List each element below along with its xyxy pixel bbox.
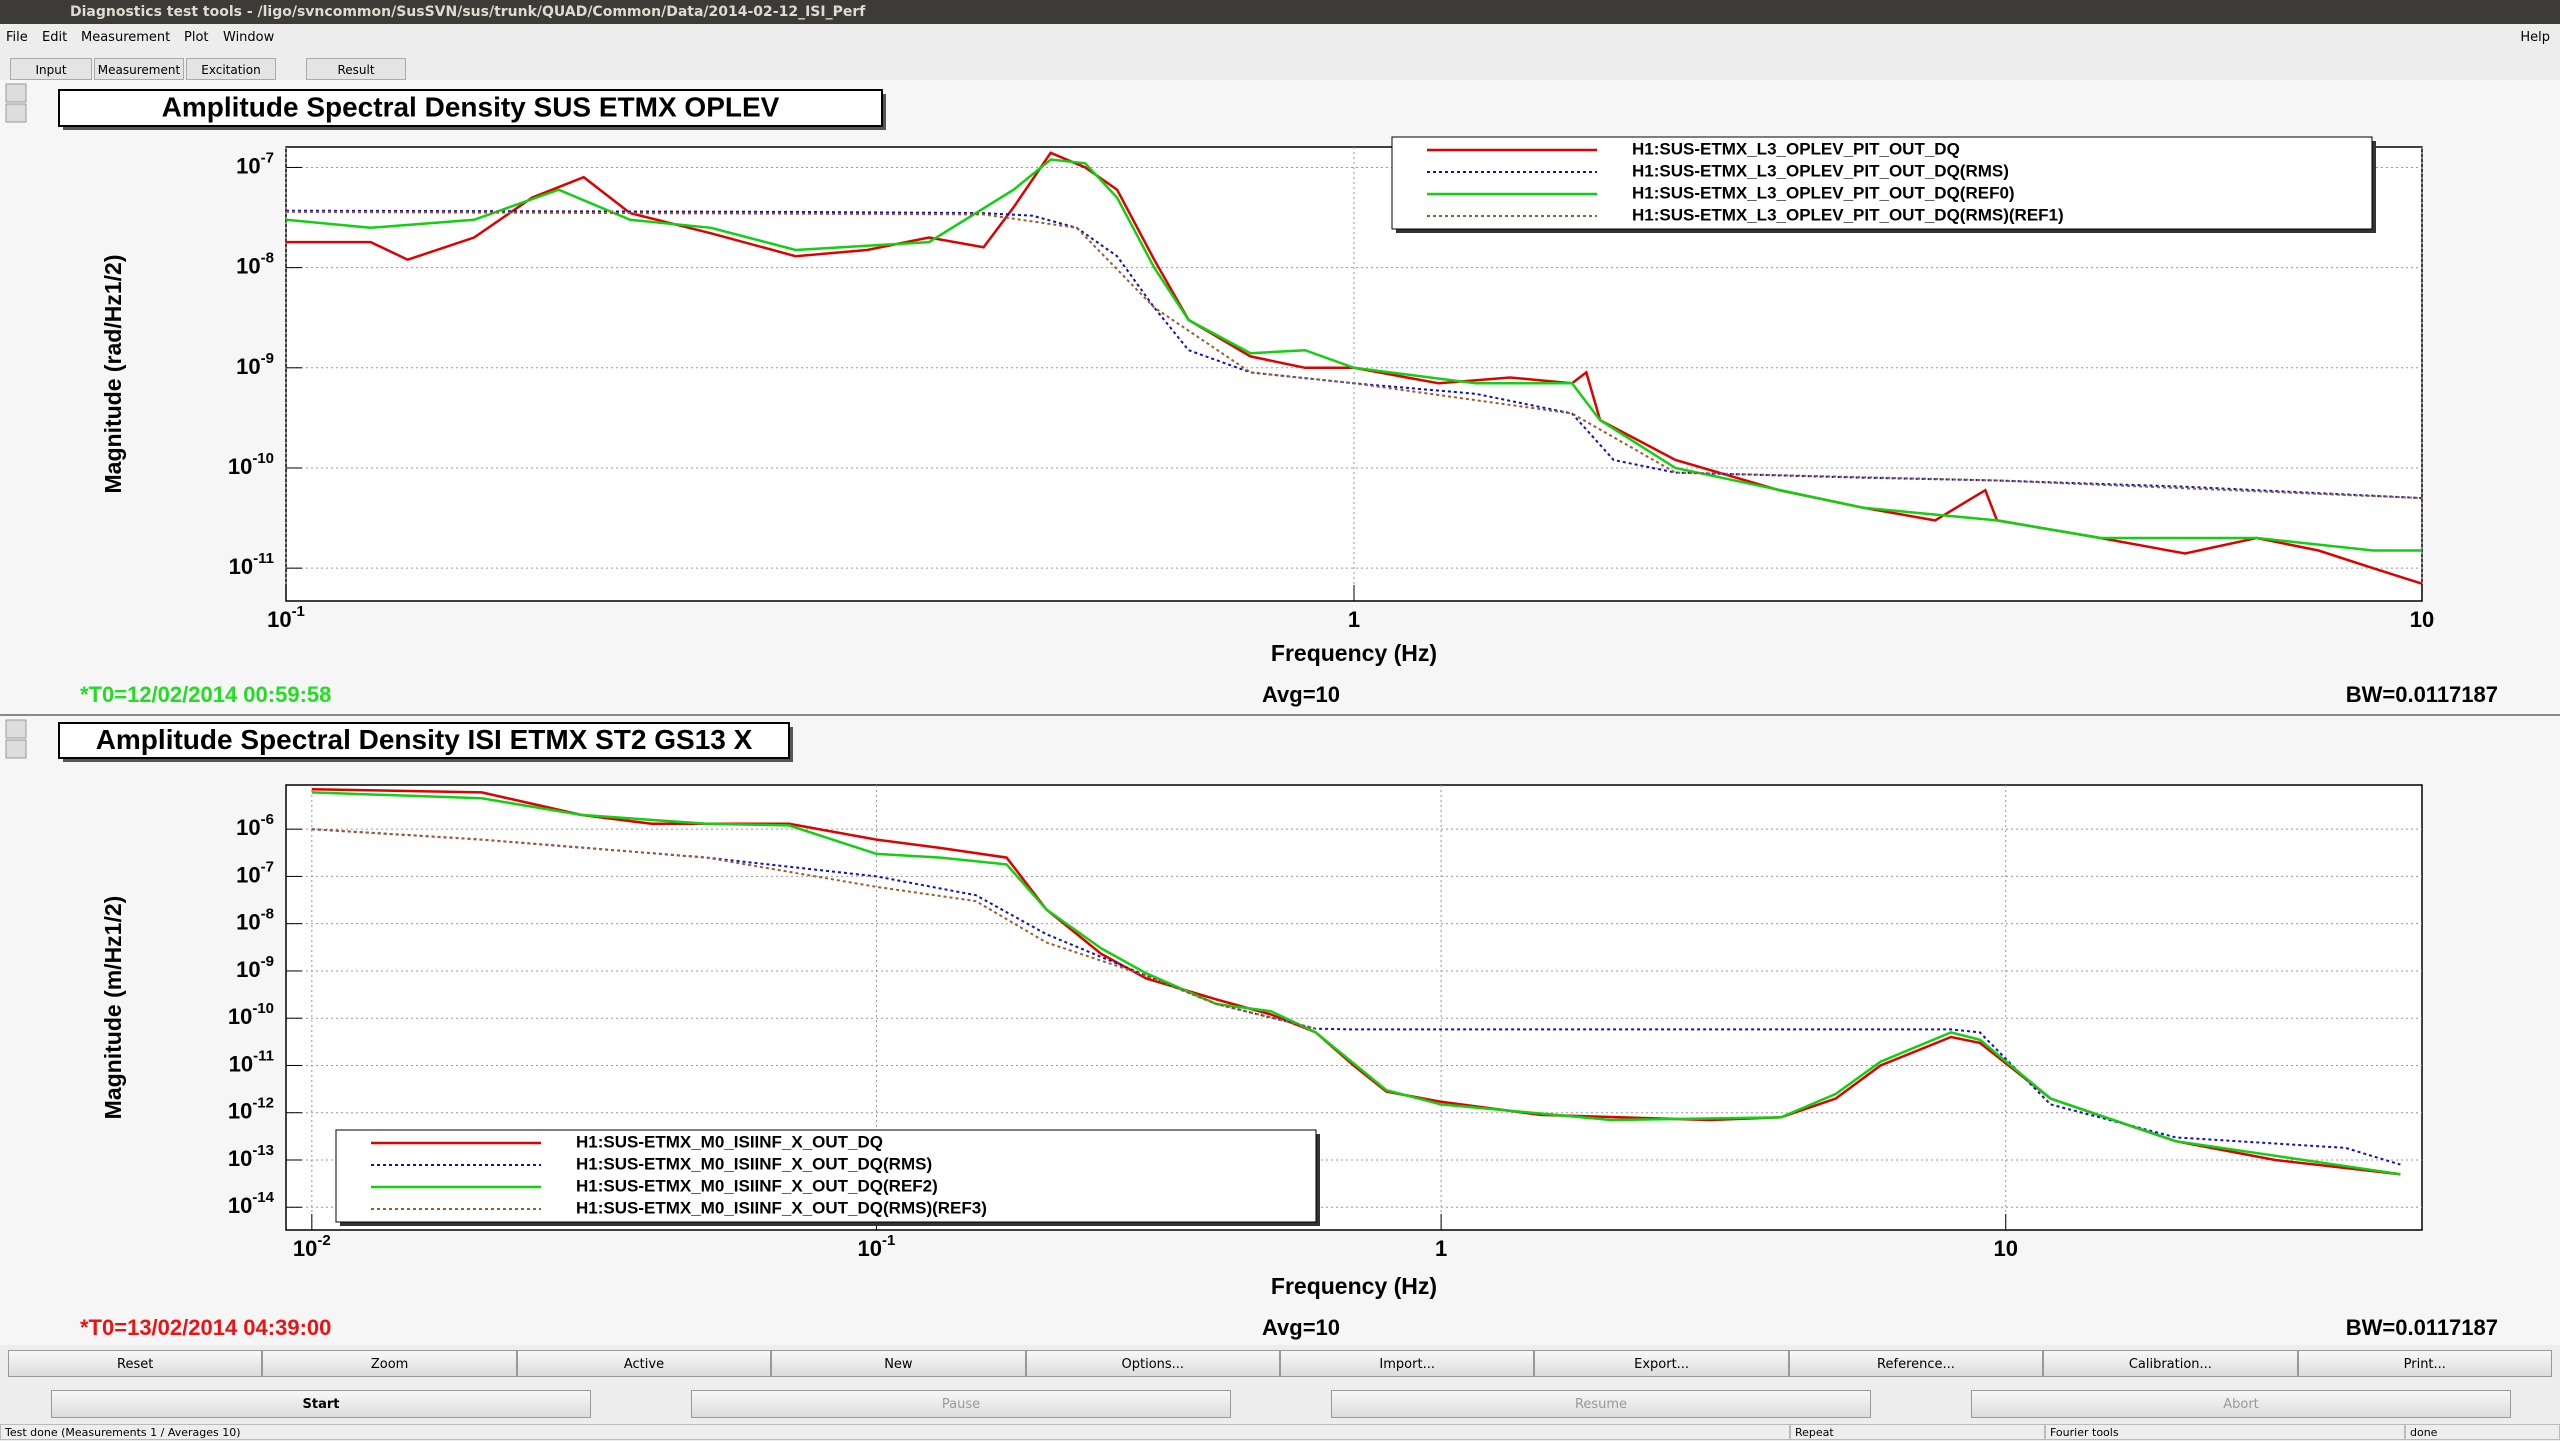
status-field: done [2405, 1424, 2560, 1440]
status-field: Fourier tools [2045, 1424, 2405, 1440]
chart-title: Amplitude Spectral Density ISI ETMX ST2 … [96, 724, 753, 755]
button[interactable]: Import... [1280, 1350, 1535, 1377]
tick-label: 10-7 [236, 859, 274, 887]
button[interactable]: Calibration... [2043, 1350, 2298, 1377]
tick-label: 10-12 [228, 1095, 274, 1123]
tick-label: 10-10 [228, 450, 274, 478]
button[interactable]: Print... [2297, 1350, 2552, 1377]
tick-label: 10-7 [236, 150, 274, 178]
tick-label: 10-13 [228, 1142, 274, 1170]
y-axis-label: Magnitude (m/Hz1/2) [100, 896, 126, 1120]
legend-label: H1:SUS-ETMX_L3_OPLEV_PIT_OUT_DQ(RMS)(REF… [1632, 205, 2064, 224]
legend-label: H1:SUS-ETMX_L3_OPLEV_PIT_OUT_DQ [1632, 139, 1960, 158]
legend-label: H1:SUS-ETMX_M0_ISIINF_X_OUT_DQ(RMS) [576, 1154, 932, 1173]
legend-label: H1:SUS-ETMX_M0_ISIINF_X_OUT_DQ(REF2) [576, 1176, 938, 1195]
button[interactable]: Active [516, 1350, 772, 1377]
menu-item[interactable]: Edit [42, 30, 68, 45]
t0-label: *T0=12/02/2014 00:59:58 [80, 682, 331, 707]
series-line [311, 828, 1317, 1030]
x-axis-label: Frequency (Hz) [1271, 1273, 1437, 1299]
status-field: Test done (Measurements 1 / Averages 10) [0, 1424, 1790, 1440]
panel-toggle[interactable] [5, 719, 27, 739]
button[interactable]: New [771, 1350, 1026, 1377]
button[interactable]: Reset [8, 1350, 263, 1377]
tab[interactable]: Input [10, 58, 92, 80]
control-button[interactable]: Start [51, 1390, 591, 1418]
menu-item[interactable]: Measurement [81, 30, 171, 45]
tick-label: 10-1 [267, 603, 305, 631]
button[interactable]: Export... [1534, 1350, 1789, 1377]
tick-label: 10-14 [228, 1190, 275, 1218]
panel-toggle[interactable] [5, 83, 27, 103]
avg-label: Avg=10 [1262, 682, 1340, 707]
tab[interactable]: Excitation [186, 58, 276, 80]
avg-label: Avg=10 [1262, 1315, 1340, 1340]
series-line [311, 791, 2401, 1176]
tick-label: 10 [2410, 607, 2434, 632]
tick-label: 10-10 [228, 1001, 274, 1029]
button[interactable]: Options... [1025, 1350, 1280, 1377]
y-axis-label: Magnitude (rad/Hz1/2) [100, 255, 126, 494]
tick-label: 10-9 [236, 953, 274, 981]
title-box [58, 722, 790, 759]
menu-item[interactable]: File [6, 30, 28, 45]
tab[interactable]: Result [306, 58, 406, 80]
tick-label: 10-11 [229, 551, 274, 579]
series-line [286, 210, 2422, 500]
tab[interactable]: Measurement [94, 58, 184, 80]
series-line [286, 158, 2422, 552]
button[interactable]: Reference... [1788, 1350, 2044, 1377]
tick-label: 10-8 [236, 906, 274, 934]
plots: Amplitude Spectral Density SUS ETMX OPLE… [0, 83, 2560, 1340]
button[interactable]: Zoom [262, 1350, 517, 1377]
chart-title: Amplitude Spectral Density SUS ETMX OPLE… [162, 91, 780, 122]
tick-label: 10-9 [236, 350, 274, 378]
tick-label: 10 [1994, 1236, 2018, 1261]
tick-label: 10-8 [236, 250, 274, 278]
panel-toggle[interactable] [5, 739, 27, 759]
tick-label: 1 [1435, 1236, 1447, 1261]
menu-item[interactable]: Window [223, 30, 275, 45]
legend-label: H1:SUS-ETMX_M0_ISIINF_X_OUT_DQ(RMS)(REF3… [576, 1198, 987, 1217]
bw-label: BW=0.0117187 [2346, 1315, 2498, 1340]
tick-label: 10-6 [236, 812, 274, 840]
tick-label: 1 [1348, 607, 1360, 632]
legend-label: H1:SUS-ETMX_M0_ISIINF_X_OUT_DQ [576, 1132, 883, 1151]
x-axis-label: Frequency (Hz) [1271, 640, 1437, 666]
control-button[interactable]: Abort [1971, 1390, 2511, 1418]
legend-label: H1:SUS-ETMX_L3_OPLEV_PIT_OUT_DQ(REF0) [1632, 183, 2015, 202]
control-button[interactable]: Pause [691, 1390, 1231, 1418]
menu-help[interactable]: Help [2520, 30, 2550, 45]
bw-label: BW=0.0117187 [2346, 682, 2498, 707]
tick-label: 10-11 [229, 1048, 274, 1076]
legend-label: H1:SUS-ETMX_L3_OPLEV_PIT_OUT_DQ(RMS) [1632, 161, 2009, 180]
t0-label: *T0=13/02/2014 04:39:00 [80, 1315, 331, 1340]
status-field: Repeat [1790, 1424, 2045, 1440]
menu-item[interactable]: Plot [184, 30, 209, 45]
legend [1391, 136, 2373, 230]
series-line [286, 209, 2422, 500]
tick-label: 10-2 [293, 1232, 331, 1260]
window-title: Diagnostics test tools - /ligo/svncommon… [0, 0, 2560, 24]
series-line [311, 787, 2401, 1176]
tick-label: 10-1 [858, 1232, 896, 1260]
control-button[interactable]: Resume [1331, 1390, 1871, 1418]
panel-toggle[interactable] [5, 103, 27, 123]
legend [335, 1129, 1317, 1223]
title-box [58, 89, 883, 127]
series-line [286, 151, 2422, 585]
